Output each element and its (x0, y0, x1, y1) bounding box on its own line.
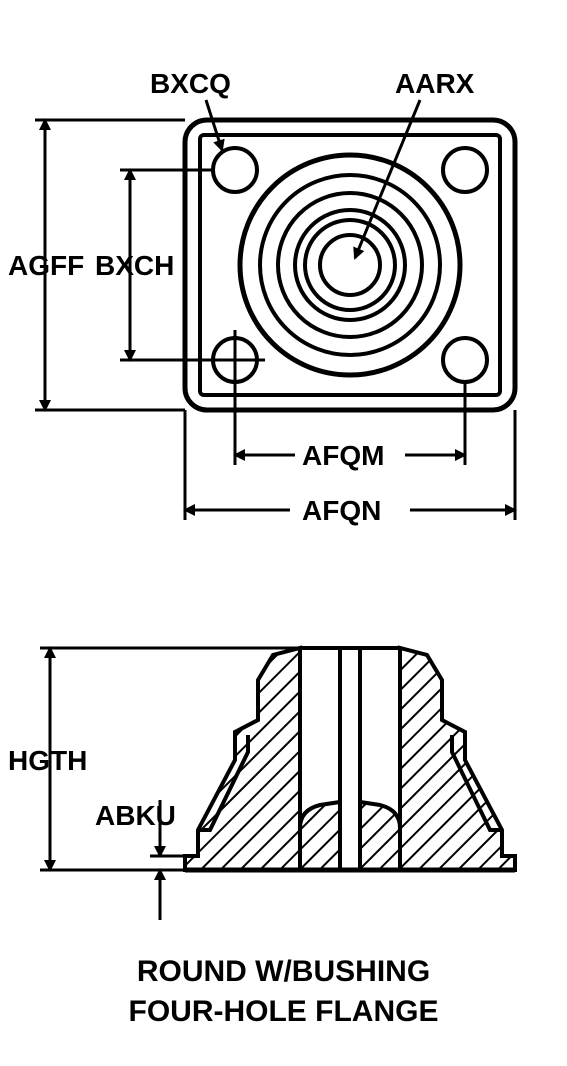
side-view (185, 648, 515, 870)
label-bxcq: BXCQ (150, 68, 231, 100)
hole-tl (213, 148, 257, 192)
label-afqm: AFQM (302, 440, 384, 472)
label-abku: ABKU (95, 800, 176, 832)
top-view (185, 120, 515, 410)
label-hgth: HGTH (8, 745, 87, 777)
bushing-ring (240, 155, 460, 375)
hole-tr (443, 148, 487, 192)
label-agff: AGFF (8, 250, 84, 282)
label-bxch: BXCH (95, 250, 174, 282)
caption-line2: FOUR-HOLE FLANGE (0, 995, 567, 1029)
bore (320, 235, 380, 295)
hole-br (443, 338, 487, 382)
label-afqn: AFQN (302, 495, 381, 527)
caption-line1: ROUND W/BUSHING (0, 955, 567, 989)
label-aarx: AARX (395, 68, 474, 100)
